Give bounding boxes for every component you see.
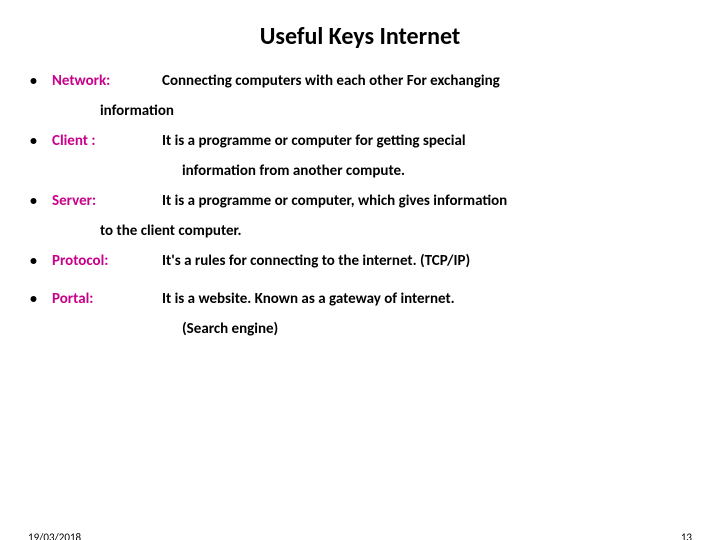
definition-text: It is a website. Known as a gateway of i… <box>162 287 455 311</box>
bullet-icon: • <box>30 130 52 152</box>
bullet-icon: • <box>30 250 52 272</box>
continuation-text: (Search engine) <box>30 317 690 341</box>
term-label: Network: <box>52 69 162 93</box>
list-item: • Client : It is a programme or computer… <box>30 129 690 153</box>
list-item: • Portal: It is a website. Known as a ga… <box>30 287 690 311</box>
term-label: Portal: <box>52 287 162 311</box>
definition-text: Connecting computers with each other For… <box>162 69 500 93</box>
slide-title: Useful Keys Internet <box>0 22 720 51</box>
definition-text: It's a rules for connecting to the inter… <box>162 249 470 273</box>
slide-body: • Network: Connecting computers with eac… <box>0 69 720 341</box>
term-label: Protocol: <box>52 249 162 273</box>
continuation-text: information from another compute. <box>30 159 690 183</box>
term-label: Server: <box>52 189 162 213</box>
list-item: • Network: Connecting computers with eac… <box>30 69 690 93</box>
continuation-text: to the client computer. <box>30 219 690 243</box>
bullet-icon: • <box>30 190 52 212</box>
footer-date: 19/03/2018 <box>28 531 81 540</box>
footer-page-number: 13 <box>681 531 692 540</box>
list-item: • Protocol: It's a rules for connecting … <box>30 249 690 273</box>
term-label: Client : <box>52 129 162 153</box>
definition-text: It is a programme or computer for gettin… <box>162 129 466 153</box>
definition-text: It is a programme or computer, which giv… <box>162 189 507 213</box>
bullet-icon: • <box>30 288 52 310</box>
list-item: • Server: It is a programme or computer,… <box>30 189 690 213</box>
continuation-text: information <box>30 99 690 123</box>
bullet-icon: • <box>30 70 52 92</box>
